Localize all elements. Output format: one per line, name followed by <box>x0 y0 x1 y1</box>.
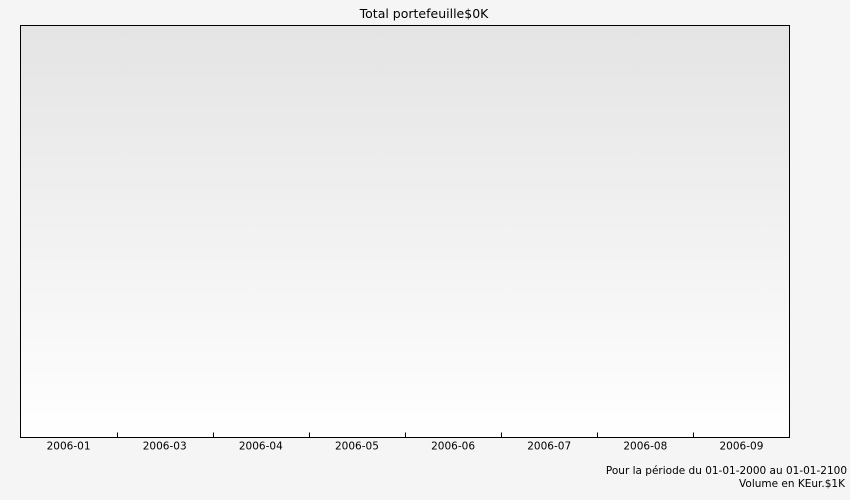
volume-footnote: Volume en KEur.$1K <box>739 478 846 490</box>
x-tick-label: 2006-04 <box>239 441 283 453</box>
x-axis-labels: 2006-01 2006-03 2006-04 2006-05 2006-06 2006-… <box>47 441 764 453</box>
plot-area <box>20 25 790 438</box>
x-tick-label: 2006-01 <box>47 441 91 453</box>
x-axis-ticks <box>117 432 694 438</box>
period-footnote: Pour la période du 01-01-2000 au 01-01-2… <box>606 465 847 477</box>
x-tick-label: 2006-06 <box>431 441 475 453</box>
x-tick-label: 2006-07 <box>527 441 571 453</box>
x-tick-label: 2006-09 <box>720 441 764 453</box>
x-tick-label: 2006-05 <box>335 441 379 453</box>
x-tick-label: 2006-08 <box>623 441 667 453</box>
x-tick-label: 2006-03 <box>143 441 187 453</box>
chart-title: Total portefeuille$0K <box>359 6 490 21</box>
